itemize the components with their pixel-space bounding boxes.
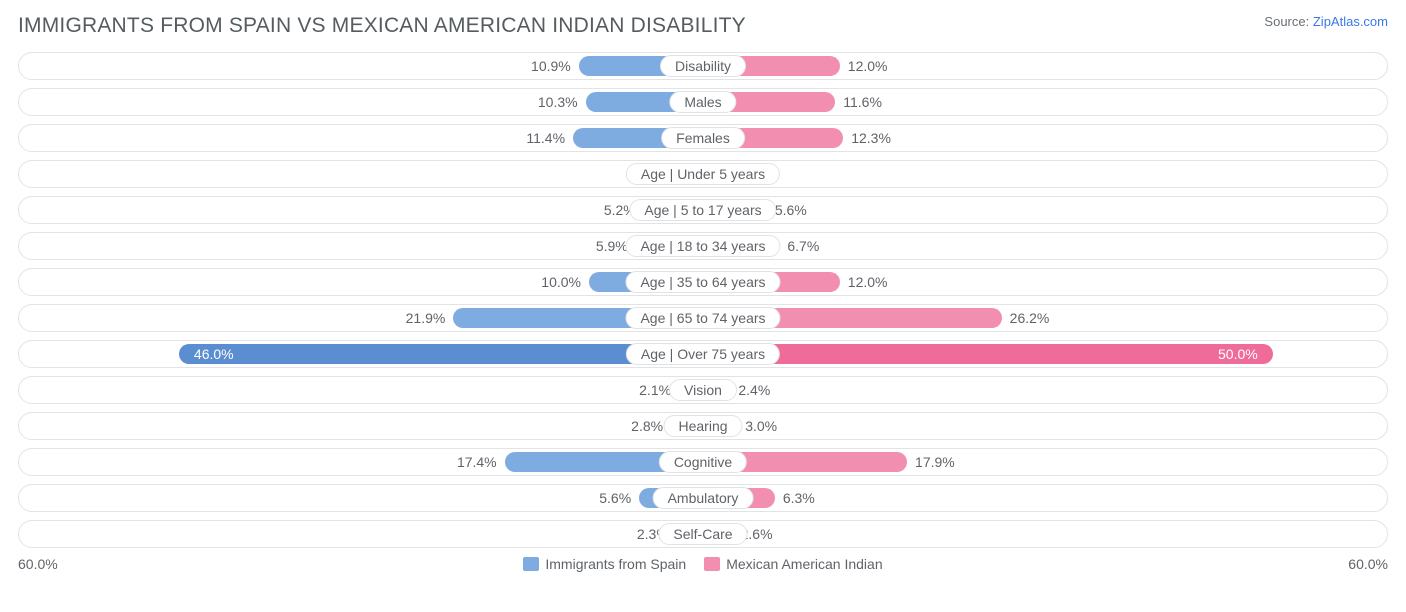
value-left: 2.1%: [639, 382, 671, 398]
row-label: Age | 18 to 34 years: [625, 235, 780, 257]
diverging-bar-chart: 10.9% 12.0% Disability 10.3% 11.6% Males 11.4%…: [18, 52, 1388, 548]
chart-row: 2.3%2.6%Self-Care: [18, 520, 1388, 548]
axis-max-right: 60.0%: [1348, 556, 1388, 572]
legend-item-right: Mexican American Indian: [704, 556, 882, 572]
value-left: 10.9%: [531, 58, 571, 74]
value-left: 5.9%: [596, 238, 628, 254]
row-label: Age | 35 to 64 years: [625, 271, 780, 293]
legend: Immigrants from Spain Mexican American I…: [523, 556, 882, 572]
row-label: Disability: [660, 55, 746, 77]
chart-row: 11.4% 12.3% Females: [18, 124, 1388, 152]
source-link[interactable]: ZipAtlas.com: [1313, 14, 1388, 29]
legend-swatch-left: [523, 557, 539, 571]
row-label: Age | Under 5 years: [626, 163, 780, 185]
bar-right: [703, 344, 1273, 364]
bar-left: [179, 344, 703, 364]
chart-row: 21.9% 26.2% Age | 65 to 74 years: [18, 304, 1388, 332]
legend-label-right: Mexican American Indian: [726, 556, 882, 572]
value-right: 6.3%: [783, 490, 815, 506]
value-left: 5.6%: [599, 490, 631, 506]
chart-row: 5.9% 6.7% Age | 18 to 34 years: [18, 232, 1388, 260]
legend-label-left: Immigrants from Spain: [545, 556, 686, 572]
row-label: Age | 5 to 17 years: [629, 199, 776, 221]
source-line: Source: ZipAtlas.com: [1264, 14, 1388, 29]
value-left: 2.8%: [631, 418, 663, 434]
axis-max-left: 60.0%: [18, 556, 58, 572]
value-right: 12.0%: [848, 58, 888, 74]
value-left: 10.3%: [538, 94, 578, 110]
value-left: 21.9%: [406, 310, 446, 326]
row-label: Males: [669, 91, 736, 113]
row-label: Cognitive: [659, 451, 747, 473]
value-right: 3.0%: [745, 418, 777, 434]
row-label: Vision: [669, 379, 737, 401]
value-right: 12.3%: [851, 130, 891, 146]
chart-row: 1.2%1.3%Age | Under 5 years: [18, 160, 1388, 188]
chart-row: 5.6% 6.3% Ambulatory: [18, 484, 1388, 512]
value-left: 10.0%: [541, 274, 581, 290]
chart-row: 10.9% 12.0% Disability: [18, 52, 1388, 80]
chart-row: 10.0% 12.0% Age | 35 to 64 years: [18, 268, 1388, 296]
chart-title: IMMIGRANTS FROM SPAIN VS MEXICAN AMERICA…: [18, 14, 746, 38]
value-right: 6.7%: [787, 238, 819, 254]
row-label: Self-Care: [658, 523, 747, 545]
value-right: 50.0%: [1218, 346, 1258, 362]
chart-row: 2.8% 3.0%Hearing: [18, 412, 1388, 440]
value-right: 5.6%: [775, 202, 807, 218]
value-right: 12.0%: [848, 274, 888, 290]
row-label: Ambulatory: [653, 487, 754, 509]
chart-row: 46.0% 50.0% Age | Over 75 years: [18, 340, 1388, 368]
value-right: 17.9%: [915, 454, 955, 470]
chart-row: 5.2%5.6%Age | 5 to 17 years: [18, 196, 1388, 224]
row-label: Age | 65 to 74 years: [625, 307, 780, 329]
legend-swatch-right: [704, 557, 720, 571]
row-label: Females: [661, 127, 745, 149]
row-label: Hearing: [663, 415, 742, 437]
value-right: 2.4%: [738, 382, 770, 398]
value-left: 46.0%: [194, 346, 234, 362]
value-left: 11.4%: [526, 130, 565, 146]
source-label: Source:: [1264, 14, 1309, 29]
chart-row: 10.3% 11.6% Males: [18, 88, 1388, 116]
value-right: 26.2%: [1010, 310, 1050, 326]
value-right: 11.6%: [843, 94, 882, 110]
chart-row: 2.1% 2.4%Vision: [18, 376, 1388, 404]
legend-item-left: Immigrants from Spain: [523, 556, 686, 572]
row-label: Age | Over 75 years: [626, 343, 780, 365]
chart-row: 17.4% 17.9% Cognitive: [18, 448, 1388, 476]
value-left: 17.4%: [457, 454, 497, 470]
